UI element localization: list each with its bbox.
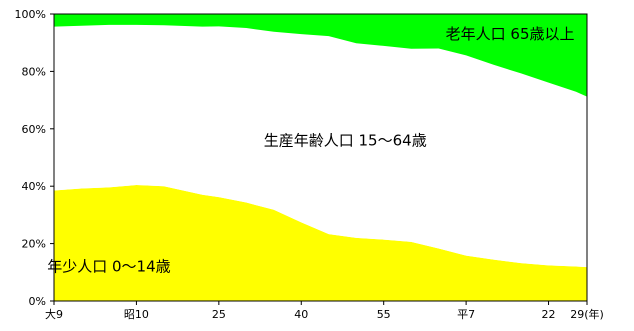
elderly-population-label: 老年人口 65歳以上 [446, 25, 575, 43]
y-tick-label: 0% [29, 295, 46, 308]
label-layer: 年少人口 0〜14歳 生産年齢人口 15〜64歳 老年人口 65歳以上 [47, 25, 574, 275]
working-age-population-area [54, 24, 587, 268]
x-tick-label: 昭10 [124, 308, 149, 321]
y-tick-label: 100% [15, 8, 46, 21]
working-age-population-label: 生産年齢人口 15〜64歳 [264, 131, 427, 149]
elderly-population-area [54, 14, 587, 97]
y-tick-label: 60% [22, 123, 46, 136]
x-tick-label: 大9 [45, 307, 63, 321]
x-tick-label: 40 [294, 308, 308, 321]
x-tick-label: 平7 [457, 308, 475, 321]
y-tick-label: 20% [22, 238, 46, 251]
x-tick-label: 55 [377, 308, 391, 321]
x-tick-label: 29(年) [570, 307, 604, 321]
x-tick-label: 22 [542, 308, 556, 321]
x-tick-label: 25 [212, 308, 226, 321]
plot-frame [53, 13, 588, 302]
youth-population-label: 年少人口 0〜14歳 [47, 258, 170, 276]
area-layer [54, 14, 587, 301]
y-tick-label: 80% [22, 65, 46, 78]
y-tick-label: 40% [22, 180, 46, 193]
youth-population-area [54, 185, 587, 301]
axis-layer: 0% 20% 40% 60% 80% 100% 大9 昭10 25 40 55 平7 22 29(年) [15, 8, 604, 321]
